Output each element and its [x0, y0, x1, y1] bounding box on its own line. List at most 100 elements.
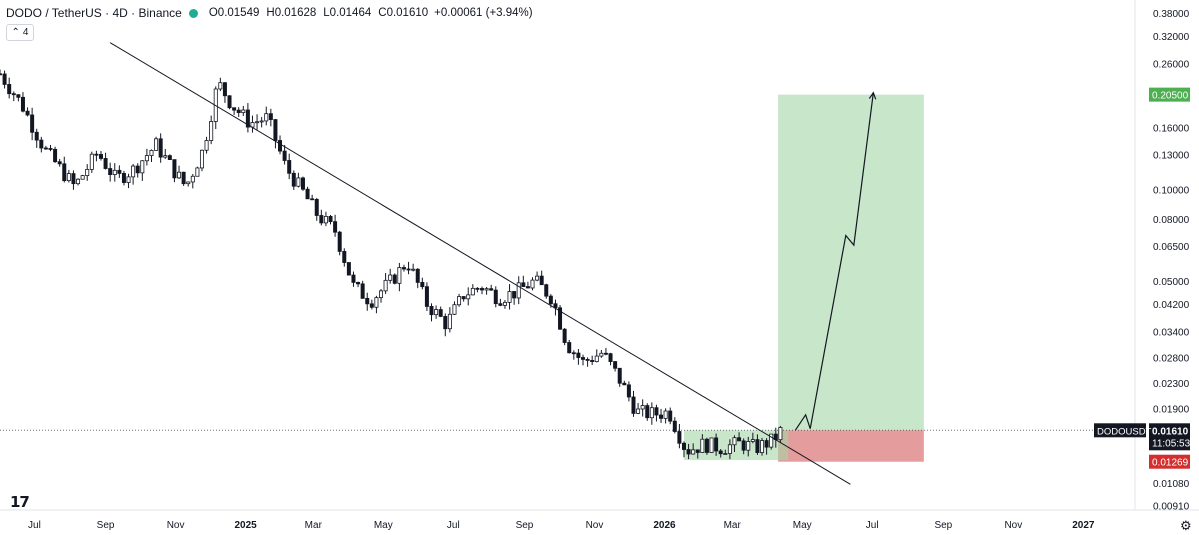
price-tick-label: 0.26000	[1153, 59, 1190, 70]
time-tick-label: Sep	[934, 520, 952, 531]
high-number: 0.01628	[274, 7, 317, 19]
time-tick-label: Jul	[447, 520, 460, 531]
candle-body	[631, 396, 636, 414]
candle-body	[181, 171, 186, 185]
open-number: 0.01549	[217, 7, 260, 19]
candle-body	[695, 449, 700, 453]
candle-body	[0, 73, 3, 76]
time-tick-label: Jul	[866, 520, 879, 531]
close-value: C0.01610	[378, 7, 428, 19]
candle-body	[43, 147, 48, 150]
candle-body	[484, 288, 489, 291]
candle-body	[319, 215, 324, 224]
candle-body	[590, 360, 595, 362]
candle-body	[71, 173, 76, 185]
candle-body	[567, 342, 572, 354]
current-price-badge: 0.01610	[1152, 426, 1189, 437]
low-value: L0.01464	[323, 7, 371, 19]
candle-body	[525, 286, 530, 289]
candle-body	[516, 282, 521, 299]
time-tick-label: Jul	[28, 520, 41, 531]
candle-body	[218, 82, 223, 90]
candle-body	[613, 361, 618, 369]
symbol-title[interactable]: DODO / TetherUS · 4D · Binance	[6, 6, 182, 20]
candle-body	[507, 291, 512, 303]
candle-body	[117, 169, 122, 174]
candle-body	[190, 175, 195, 183]
price-tick-label: 0.16000	[1153, 123, 1190, 134]
candle-body	[668, 410, 673, 422]
price-tick-label: 0.05000	[1153, 277, 1190, 288]
time-tick-label: Sep	[97, 520, 115, 531]
time-tick-label: May	[374, 520, 393, 531]
time-tick-label: Nov	[586, 520, 604, 531]
candle-body	[131, 165, 136, 178]
candle-body	[411, 268, 416, 271]
candle-body	[672, 420, 677, 432]
candle-body	[346, 262, 351, 276]
indicator-count: 4	[22, 27, 29, 38]
candle-body	[209, 121, 214, 141]
time-tick-label: Nov	[167, 520, 185, 531]
candle-body	[121, 173, 126, 183]
candle-body	[167, 155, 172, 161]
candle-body	[755, 439, 760, 453]
time-tick-label: Mar	[305, 520, 323, 531]
candle-body	[310, 198, 315, 201]
candle-body	[25, 110, 30, 116]
market-status-dot-icon	[188, 8, 198, 18]
candle-body	[108, 168, 113, 175]
candle-body	[429, 306, 434, 316]
candle-body	[245, 109, 250, 128]
candle-body	[663, 410, 668, 419]
time-tick-label: Nov	[1004, 520, 1022, 531]
candle-body	[475, 287, 480, 290]
candle-body	[195, 167, 200, 177]
candle-body	[645, 405, 650, 419]
candle-body	[571, 352, 576, 355]
high-label: H	[266, 7, 275, 19]
candle-body	[447, 313, 452, 330]
candle-body	[333, 221, 338, 233]
time-tick-label: 2026	[653, 520, 676, 531]
candle-body	[328, 215, 333, 223]
price-badge-bg	[1149, 423, 1190, 451]
price-tick-label: 0.08000	[1153, 215, 1190, 226]
candle-body	[48, 148, 53, 150]
candle-body	[539, 275, 544, 286]
candle-body	[741, 440, 746, 451]
candle-body	[585, 358, 590, 361]
candle-body	[617, 367, 622, 384]
candle-body	[365, 297, 370, 305]
candle-body	[659, 414, 664, 419]
candle-body	[544, 284, 549, 297]
candle-body	[39, 139, 44, 149]
legend-collapse-button[interactable]: ⌃ 4	[6, 24, 34, 41]
price-tick-label: 0.06500	[1153, 242, 1190, 253]
candle-body	[562, 328, 567, 343]
candle-body	[126, 176, 131, 183]
projection-path	[794, 92, 874, 431]
candle-body	[622, 382, 627, 386]
price-tick-label: 0.03400	[1153, 328, 1190, 339]
candle-body	[314, 198, 319, 216]
candle-body	[732, 437, 737, 446]
open-value: O0.01549	[209, 7, 260, 19]
price-tick-label: 0.38000	[1153, 9, 1190, 20]
stop-price-badge: 0.01269	[1152, 458, 1189, 469]
candle-body	[273, 119, 278, 141]
time-tick-label: 2025	[234, 520, 257, 531]
close-number: 0.01610	[386, 7, 429, 19]
candle-body	[420, 282, 425, 288]
candle-body	[406, 268, 411, 271]
tradingview-logo-icon[interactable]: 17	[10, 493, 30, 511]
candle-body	[255, 121, 260, 124]
candle-body	[163, 155, 168, 158]
candle-body	[466, 294, 471, 300]
candle-body	[636, 408, 641, 414]
candle-body	[530, 279, 535, 289]
gear-icon[interactable]: ⚙	[1180, 518, 1192, 533]
candle-body	[351, 274, 356, 283]
candle-body	[603, 352, 608, 355]
